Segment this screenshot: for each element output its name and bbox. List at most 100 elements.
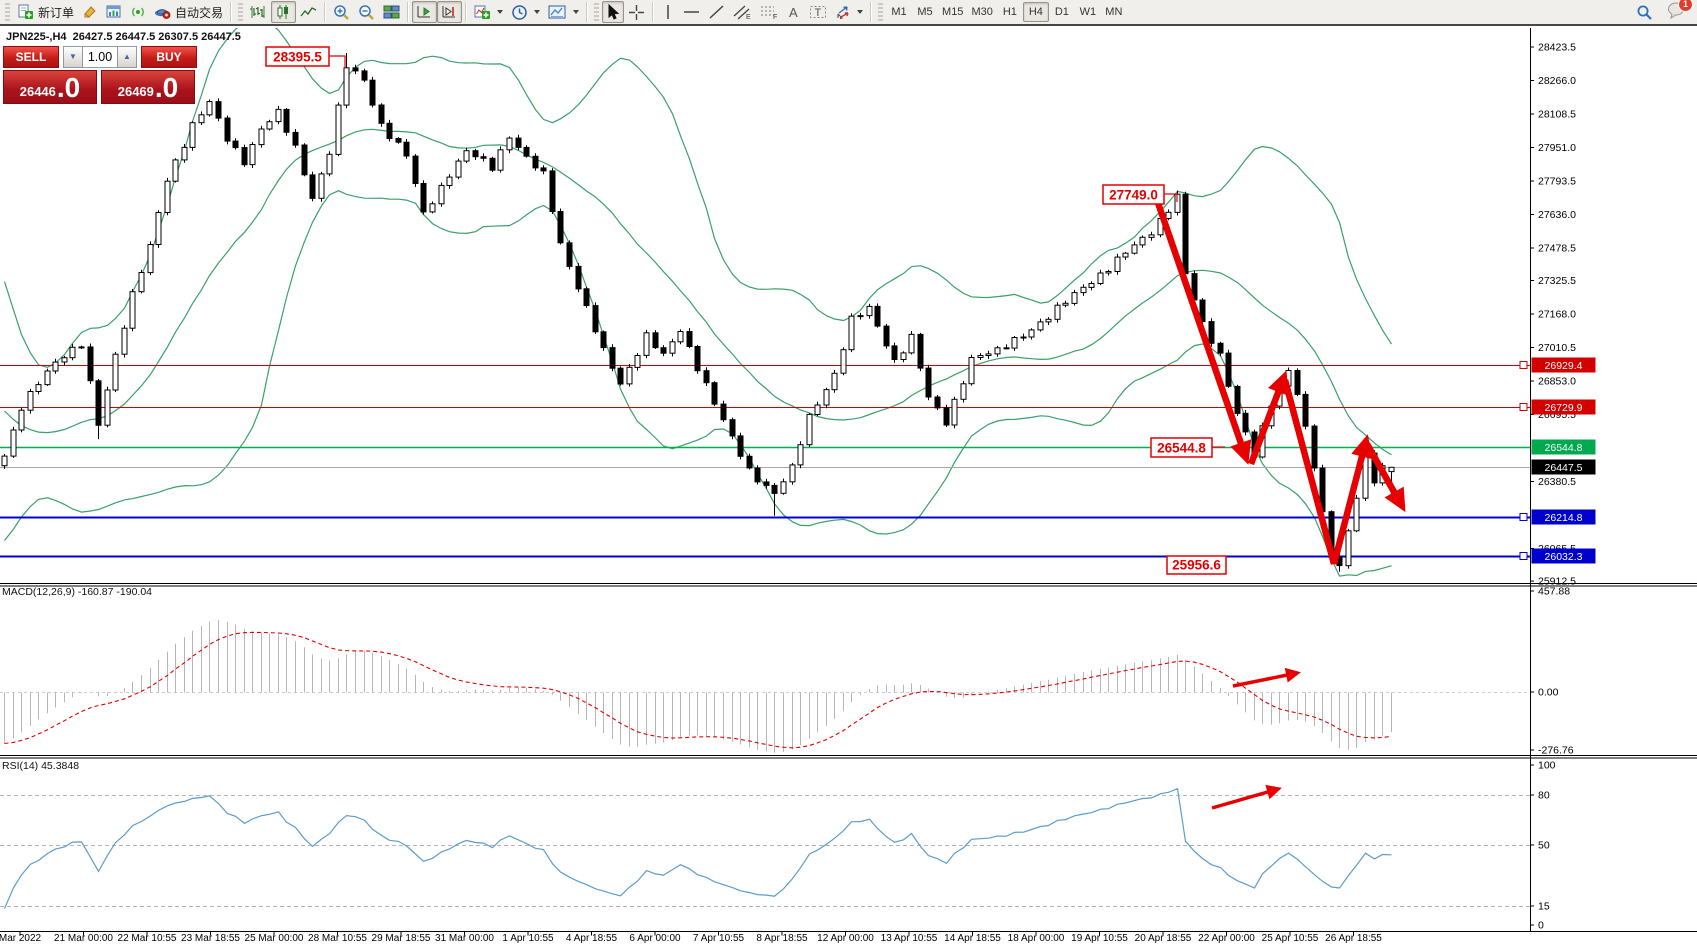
price-chart-svg[interactable]: 28423.5 28266.0 28108.5 27951.0 27793.5 27636… bbox=[0, 28, 1697, 944]
tile-windows-icon bbox=[383, 4, 400, 20]
timeframe-M1[interactable]: M1 bbox=[891, 6, 907, 18]
equidistant-channel-tool-button[interactable]: E bbox=[729, 1, 756, 23]
candle bbox=[1105, 271, 1112, 274]
candle bbox=[249, 144, 256, 166]
periods-button[interactable] bbox=[507, 1, 544, 23]
timeframe-M30[interactable]: M30 bbox=[971, 6, 993, 18]
toolbar-separator bbox=[586, 2, 589, 22]
candle bbox=[968, 357, 975, 385]
zoom-out-button[interactable] bbox=[354, 1, 379, 23]
market-watch-window-button[interactable] bbox=[102, 1, 126, 23]
templates-button[interactable] bbox=[544, 1, 583, 23]
candle bbox=[686, 331, 693, 347]
candle bbox=[1071, 292, 1078, 304]
candle bbox=[1011, 337, 1018, 349]
candle bbox=[301, 144, 308, 176]
timeframe-M15[interactable]: M15 bbox=[942, 6, 964, 18]
candle bbox=[848, 315, 855, 351]
candle bbox=[1311, 425, 1318, 469]
search-button[interactable] bbox=[1632, 1, 1657, 23]
eraser-button[interactable] bbox=[78, 1, 102, 23]
candle bbox=[361, 70, 368, 81]
svg-text:15: 15 bbox=[1538, 901, 1550, 913]
svg-text:26729.9: 26729.9 bbox=[1545, 402, 1583, 414]
templates-caret-icon bbox=[573, 10, 580, 14]
sell-price-display[interactable]: 26446 .0 bbox=[3, 70, 97, 104]
price-annotation-box[interactable] bbox=[265, 46, 330, 67]
trend-arrow[interactable] bbox=[1247, 370, 1289, 466]
text-tool-button[interactable]: A bbox=[783, 1, 805, 23]
cursor-tool-button[interactable] bbox=[602, 1, 625, 23]
timeframe-H4[interactable]: H4 bbox=[1022, 2, 1049, 22]
svg-text:13 Apr 10:55: 13 Apr 10:55 bbox=[881, 933, 938, 944]
candle bbox=[18, 409, 25, 431]
timeframe-M5[interactable]: M5 bbox=[917, 6, 933, 18]
svg-text:4 Apr 18:55: 4 Apr 18:55 bbox=[566, 933, 618, 944]
price-annotation-box[interactable] bbox=[1166, 555, 1227, 575]
arrows-tool-button[interactable] bbox=[831, 1, 867, 23]
price-annotation-box[interactable] bbox=[1150, 437, 1213, 458]
indicators-button[interactable] bbox=[470, 1, 507, 23]
trend-arrow[interactable] bbox=[1364, 442, 1406, 513]
tile-windows-button[interactable] bbox=[379, 1, 404, 23]
template-icon bbox=[548, 4, 567, 20]
svg-text:457.88: 457.88 bbox=[1538, 586, 1570, 598]
zoom-in-button[interactable] bbox=[329, 1, 354, 23]
svg-text:8 Apr 18:55: 8 Apr 18:55 bbox=[756, 933, 808, 944]
candlestick-mode-button[interactable] bbox=[271, 1, 297, 23]
vertical-line-tool-button[interactable] bbox=[657, 1, 679, 23]
candle bbox=[1294, 370, 1301, 395]
trend-arrow[interactable] bbox=[1281, 379, 1338, 565]
candle bbox=[206, 101, 213, 116]
candle bbox=[1302, 393, 1309, 427]
signals-button[interactable] bbox=[126, 1, 150, 23]
candle bbox=[69, 346, 76, 359]
volume-decrease-button[interactable]: ▼ bbox=[63, 46, 83, 68]
timeframe-D1[interactable]: D1 bbox=[1054, 6, 1069, 18]
sell-button[interactable]: SELL bbox=[3, 46, 59, 68]
macd-trend-arrow[interactable] bbox=[1232, 667, 1301, 688]
svg-text:7 Apr 10:55: 7 Apr 10:55 bbox=[693, 933, 745, 944]
autotrading-button[interactable]: 自动交易 bbox=[150, 1, 227, 23]
svg-text:50: 50 bbox=[1538, 840, 1550, 852]
candle bbox=[309, 174, 316, 199]
timeframe-H1[interactable]: H1 bbox=[1002, 6, 1017, 18]
candle bbox=[1131, 244, 1138, 254]
trend-arrow[interactable] bbox=[1154, 201, 1252, 465]
horizontal-line-tool-button[interactable] bbox=[679, 1, 704, 23]
timeframe-W1[interactable]: W1 bbox=[1079, 6, 1097, 18]
text-label-tool-button[interactable]: T bbox=[805, 1, 831, 23]
candle bbox=[224, 117, 231, 142]
chart-shift-button[interactable] bbox=[437, 1, 463, 23]
price-annotation-box[interactable] bbox=[1102, 184, 1165, 205]
candle bbox=[318, 173, 325, 199]
candle bbox=[1345, 530, 1352, 567]
svg-text:26 Apr 18:55: 26 Apr 18:55 bbox=[1325, 933, 1382, 944]
candle bbox=[866, 305, 873, 317]
rsi-trend-arrow[interactable] bbox=[1211, 784, 1282, 810]
buy-price-integer: 26469 bbox=[117, 83, 154, 99]
notifications-button[interactable]: 1 bbox=[1667, 0, 1693, 24]
new-order-button[interactable]: 新订单 bbox=[13, 1, 78, 23]
candle bbox=[1242, 412, 1249, 433]
svg-text:27168.0: 27168.0 bbox=[1538, 309, 1576, 321]
candle bbox=[1217, 342, 1224, 354]
timeframe-MN[interactable]: MN bbox=[1105, 6, 1123, 18]
candle bbox=[438, 184, 445, 205]
candle bbox=[395, 138, 402, 143]
auto-scroll-button[interactable] bbox=[412, 1, 438, 23]
trend-arrow[interactable] bbox=[1330, 434, 1373, 565]
toolbar-separator bbox=[870, 2, 873, 22]
trendline-tool-button[interactable] bbox=[704, 1, 729, 23]
bar-chart-mode-button[interactable] bbox=[246, 1, 271, 23]
crosshair-tool-button[interactable] bbox=[624, 1, 649, 23]
candle bbox=[1003, 347, 1010, 350]
svg-text:18 Apr 00:00: 18 Apr 00:00 bbox=[1008, 933, 1065, 944]
volume-increase-button[interactable]: ▲ bbox=[117, 46, 137, 68]
buy-button[interactable]: BUY bbox=[141, 46, 197, 68]
line-chart-mode-button[interactable] bbox=[296, 1, 321, 23]
buy-price-display[interactable]: 26469 .0 bbox=[101, 70, 195, 104]
volume-input[interactable] bbox=[83, 47, 117, 67]
candle bbox=[823, 389, 830, 406]
fibonacci-tool-button[interactable]: F bbox=[756, 1, 783, 23]
